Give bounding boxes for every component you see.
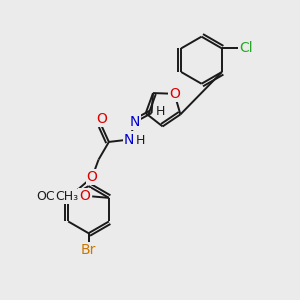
Text: N: N bbox=[124, 133, 134, 147]
Text: O: O bbox=[79, 189, 90, 203]
Text: O: O bbox=[87, 170, 98, 184]
Text: H: H bbox=[135, 134, 145, 147]
Text: methoxy: methoxy bbox=[69, 195, 75, 196]
Text: CH₃: CH₃ bbox=[55, 190, 78, 203]
Text: O: O bbox=[169, 87, 180, 101]
Text: N: N bbox=[130, 115, 140, 129]
Text: OCH₃: OCH₃ bbox=[36, 190, 69, 203]
Text: H: H bbox=[156, 105, 165, 118]
Text: Cl: Cl bbox=[239, 41, 253, 56]
Text: Br: Br bbox=[81, 243, 96, 257]
Text: O: O bbox=[96, 112, 107, 126]
